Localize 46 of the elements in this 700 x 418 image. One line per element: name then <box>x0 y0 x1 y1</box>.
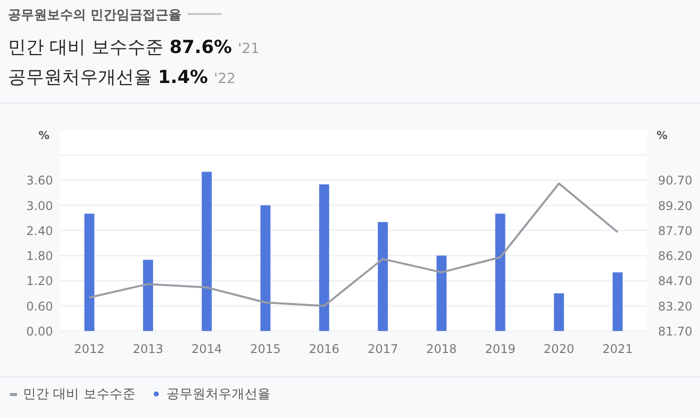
x-tick-label: 2016 <box>308 342 340 356</box>
text: 1.4% <box>158 67 208 88</box>
y-tick-label: 0.60 <box>26 299 53 314</box>
bar <box>260 205 270 331</box>
x-tick-label: 2014 <box>191 342 222 356</box>
text: '21 <box>238 41 260 57</box>
y2-tick-label: 87.70 <box>658 224 692 238</box>
chart-title: 공무원보수의 민간임금접근율 <box>8 8 182 23</box>
x-tick-label: 2020 <box>544 342 574 356</box>
bar <box>378 222 388 331</box>
bar <box>143 260 154 331</box>
bar <box>436 256 447 331</box>
y2-tick-label: 84.70 <box>658 274 692 288</box>
y-tick-label: 3.00 <box>26 198 53 213</box>
x-tick-label: 2013 <box>132 342 164 356</box>
text: '22 <box>214 71 236 87</box>
bar <box>612 272 623 331</box>
y-axis-title: % <box>38 129 50 142</box>
text: 87.6% <box>169 37 232 58</box>
y-tick-label: 0.00 <box>26 324 53 338</box>
bar <box>84 214 94 331</box>
x-tick-label: 2015 <box>250 342 281 356</box>
y2-tick-label: 86.20 <box>658 249 692 264</box>
bar <box>202 172 212 331</box>
x-tick-label: 2012 <box>74 342 105 356</box>
y2-tick-label: 81.70 <box>658 324 692 338</box>
bar <box>554 293 564 331</box>
x-tick-label: 2019 <box>484 342 516 356</box>
x-tick-label: 2017 <box>368 342 398 356</box>
line-series <box>88 182 619 307</box>
text: 민간 대비 보수수준 <box>8 37 164 58</box>
y-tick-label: 3.60 <box>26 174 53 188</box>
y-tick-label: 1.20 <box>26 274 53 288</box>
y2-tick-label: 83.20 <box>658 299 692 314</box>
legend-label: 민간 대비 보수수준 <box>23 387 136 402</box>
y2-tick-label: 90.70 <box>658 174 692 188</box>
bar <box>495 214 506 331</box>
y2-tick-label: 89.20 <box>658 198 692 213</box>
x-tick-label: 2021 <box>602 342 633 356</box>
legend-label: 공무원처우개선율 <box>166 387 270 402</box>
x-tick-label: 2018 <box>426 342 457 356</box>
y2-axis-title: % <box>656 129 668 142</box>
text: 공무원처우개선율 <box>8 67 152 88</box>
bar <box>319 184 330 331</box>
y-tick-label: 2.40 <box>26 224 53 238</box>
y-tick-label: 1.80 <box>26 249 53 264</box>
